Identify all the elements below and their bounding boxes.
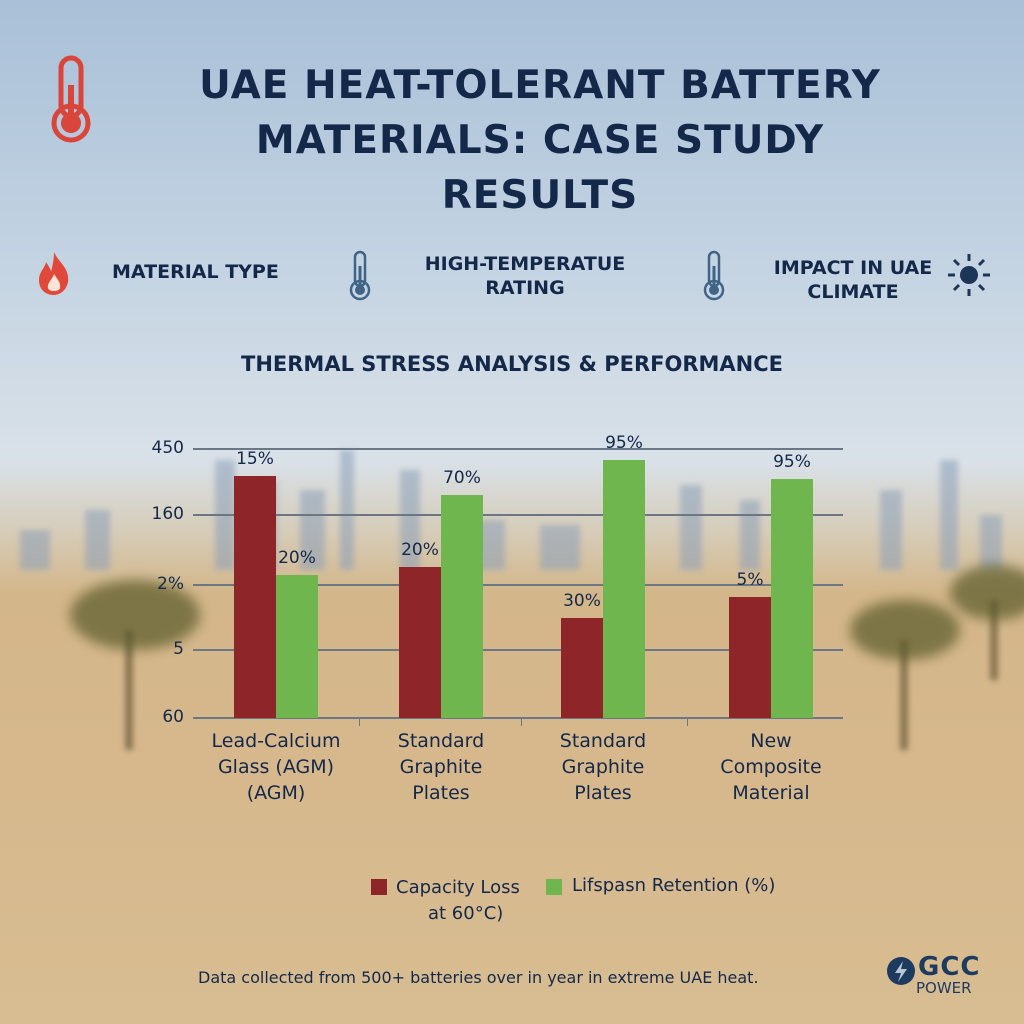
gridline [193, 717, 843, 719]
header-material-type: MATERIAL TYPE [112, 261, 279, 283]
x-tick [687, 718, 688, 726]
bar-lifespan-retention [276, 575, 318, 718]
footer-note: Data collected from 500+ batteries over … [198, 968, 759, 987]
y-tick-label: 2% [157, 574, 184, 594]
y-tick-label: 450 [151, 438, 184, 458]
y-tick-label: 60 [162, 707, 184, 727]
x-tick [359, 718, 360, 726]
bar-capacity-loss [561, 618, 603, 718]
gridline [193, 448, 843, 450]
x-category-label: Standard Graphite Plates [397, 730, 485, 804]
bar-lifespan-retention [771, 478, 813, 718]
y-tick-label: 5 [173, 639, 184, 659]
legend-swatch-lifespan [546, 879, 562, 895]
palm-tree [125, 630, 133, 750]
data-label: 15% [236, 448, 274, 469]
header-impact-uae-climate: IMPACT IN UAE CLIMATE [773, 257, 933, 303]
gcc-power-logo: GCC POWER [886, 952, 1016, 1002]
lightning-bolt-icon [887, 957, 915, 985]
x-category-label: New Composite Material [720, 730, 822, 804]
data-label: 20% [401, 540, 439, 561]
palm-tree [900, 640, 908, 750]
legend-capacity-loss: Capacity Loss at 60°C) [396, 877, 520, 924]
page-title: UAE HEAT-TOLERANT BATTERY MATERIALS: CASE… [199, 63, 881, 218]
chart-title: THERMAL STRESS ANALYSIS & PERFORMANCE [241, 352, 783, 376]
gridline [193, 514, 843, 516]
gridline [193, 584, 843, 586]
palm-tree-leaves [950, 565, 1024, 620]
thermometer-icon [349, 250, 371, 301]
data-label: 95% [773, 451, 811, 472]
x-category-label: Standard Graphite Plates [559, 730, 647, 804]
data-label: 70% [443, 467, 481, 488]
thermometer-title-icon [51, 55, 91, 143]
y-tick-label: 160 [151, 504, 184, 524]
legend-swatch-capacity-loss [371, 879, 387, 895]
bar-lifespan-retention [441, 494, 483, 718]
palm-tree [990, 600, 998, 680]
palm-tree-leaves [70, 580, 200, 650]
bar-lifespan-retention [603, 459, 645, 718]
thermometer-icon [703, 250, 725, 301]
sun-icon [948, 254, 990, 296]
gridline [193, 649, 843, 651]
bar-capacity-loss [399, 567, 441, 718]
data-label: 5% [736, 569, 764, 590]
city-skyline-background [0, 430, 1024, 570]
bar-capacity-loss [729, 596, 771, 718]
data-label: 30% [563, 591, 601, 612]
palm-tree-leaves [850, 600, 960, 660]
flame-icon [39, 252, 69, 295]
header-high-temperature-rating: HIGH-TEMPERATUE RATING [424, 253, 626, 299]
legend-lifespan-retention: Lifspasn Retention (%) [572, 875, 776, 896]
bar-capacity-loss [234, 475, 276, 718]
x-category-label: Lead-Calcium Glass (AGM) (AGM) [211, 730, 341, 804]
data-label: 20% [278, 548, 316, 569]
x-tick [521, 718, 522, 726]
data-label: 95% [605, 432, 643, 453]
